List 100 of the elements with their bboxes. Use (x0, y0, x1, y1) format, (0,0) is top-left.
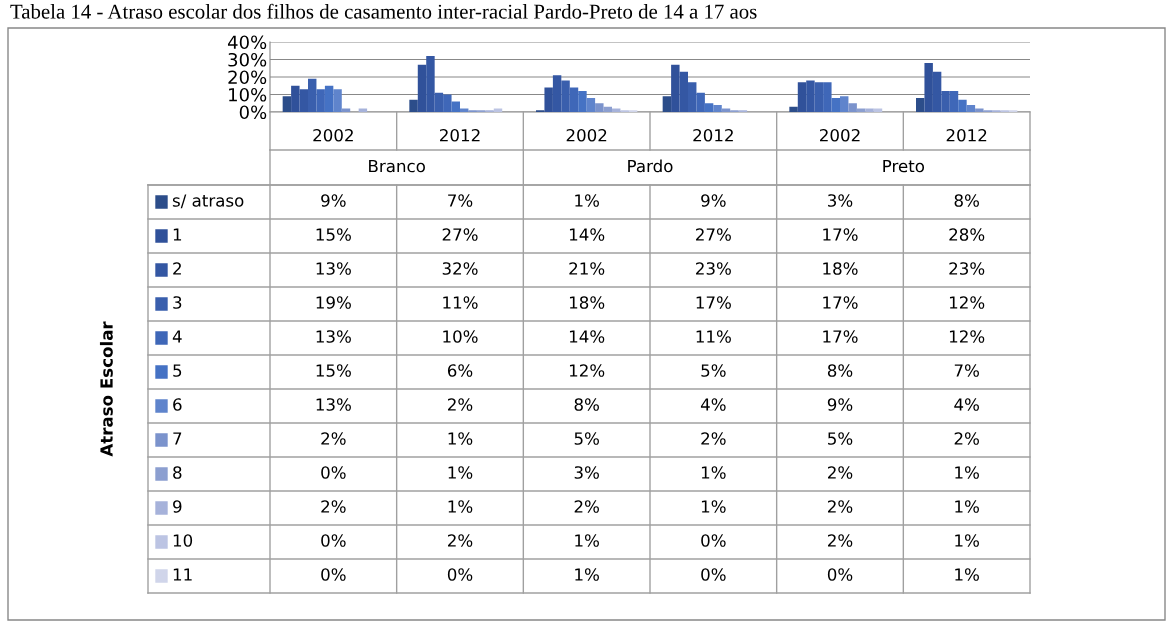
data-label: 14% (569, 228, 605, 241)
data-label: 9% (321, 194, 346, 207)
data-label: 11% (696, 330, 731, 343)
bar (916, 98, 925, 112)
bar (713, 105, 722, 112)
text: Branco (369, 159, 425, 173)
data-label: 1% (955, 466, 979, 479)
data-label: 1% (955, 534, 979, 547)
data-label: 1% (448, 466, 473, 479)
data-label: 4% (700, 398, 726, 411)
data-label: 8% (827, 364, 853, 377)
data-label: 14% (569, 330, 605, 343)
data-label: 23% (696, 262, 731, 275)
data-label: 13% (316, 262, 351, 275)
bar (789, 106, 798, 112)
data-label: 2% (321, 500, 346, 513)
data-label: 1% (575, 534, 599, 547)
data-label: 3% (828, 194, 853, 207)
data-label: 15% (316, 228, 351, 241)
legend-label: 2 (173, 262, 181, 275)
data-label: 0% (827, 568, 853, 581)
data-label: 27% (442, 228, 478, 241)
data-label: 21% (569, 262, 605, 275)
legend-label: s/ atraso (172, 194, 244, 209)
data-label: 1% (701, 500, 726, 513)
legend-label: 1 (173, 228, 182, 241)
bar (409, 99, 418, 112)
y-tick-label: 0% (239, 105, 267, 120)
data-label: 2% (828, 466, 853, 479)
data-label: 10% (443, 330, 478, 343)
data-label: 0% (701, 534, 726, 547)
data-label: 6% (447, 364, 473, 377)
data-label: 2% (701, 432, 726, 445)
legend-label: 4 (172, 330, 182, 343)
bar (603, 106, 612, 112)
data-label: 1% (575, 194, 599, 207)
data-label: 12% (949, 296, 985, 309)
legend-label: 7 (173, 432, 182, 445)
data-label: 12% (949, 330, 985, 343)
data-label: 1% (448, 500, 473, 513)
data-label: 2% (448, 534, 473, 547)
data-label: 18% (823, 262, 858, 275)
bar (865, 108, 874, 112)
bar (282, 96, 292, 112)
data-label: 2% (954, 432, 979, 445)
bar (333, 89, 342, 112)
data-label: 9% (701, 194, 726, 207)
data-label: 19% (316, 296, 351, 309)
legend-label: 10 (173, 534, 193, 547)
data-label: 5% (828, 432, 853, 445)
data-label: 5% (574, 432, 599, 445)
bar (975, 108, 984, 112)
y-tick-label: 20% (228, 70, 267, 85)
x-tick-label: 2012 (693, 128, 733, 142)
data-label: 17% (696, 296, 731, 309)
data-label: 17% (823, 330, 858, 343)
data-label: 28% (949, 228, 985, 241)
data-label: 32% (442, 262, 478, 275)
x-tick-label: 2002 (313, 128, 353, 142)
y-tick-label: 30% (228, 52, 267, 67)
data-label: 7% (954, 364, 979, 377)
y-tick-label: 10% (229, 87, 267, 102)
legend-label: 8 (173, 466, 182, 479)
x-tick-label: 2012 (440, 128, 480, 142)
data-label: 0% (321, 568, 346, 581)
legend-label: 3 (173, 296, 182, 309)
bar (848, 103, 857, 112)
data-label: 17% (823, 296, 858, 309)
text: Preto (883, 159, 925, 173)
legend-title: Atraso Escolar (99, 321, 113, 457)
data-label: 5% (701, 364, 726, 377)
data-label: 12% (569, 364, 605, 377)
legend-label: 9 (173, 500, 182, 513)
data-label: 0% (701, 568, 726, 581)
data-label: 4% (954, 398, 979, 411)
data-label: 13% (316, 330, 351, 343)
y-tick-label: 40% (227, 35, 267, 50)
data-label: 0% (447, 568, 473, 581)
data-label: 1% (448, 432, 473, 445)
legend-label: 5 (173, 364, 182, 377)
data-label: 2% (574, 500, 599, 513)
data-label: 2% (321, 432, 346, 445)
data-label: 7% (448, 194, 473, 207)
data-label: 11% (443, 296, 478, 309)
data-label: 17% (823, 228, 858, 241)
data-label: 1% (955, 568, 979, 581)
data-label: 3% (574, 466, 599, 479)
data-label: 8% (954, 194, 979, 207)
text: Pardo (628, 159, 673, 173)
x-tick-label: 2012 (946, 128, 987, 142)
data-label: 1% (955, 500, 979, 513)
data-label: 23% (949, 262, 985, 275)
bar (840, 96, 849, 112)
legend-label: 11 (173, 568, 192, 581)
data-label: 13% (316, 398, 351, 411)
data-label: 1% (701, 466, 726, 479)
legend-label: 6 (173, 398, 182, 411)
data-label: 1% (575, 568, 599, 581)
data-label: 2% (828, 500, 853, 513)
data-label: 0% (321, 534, 346, 547)
